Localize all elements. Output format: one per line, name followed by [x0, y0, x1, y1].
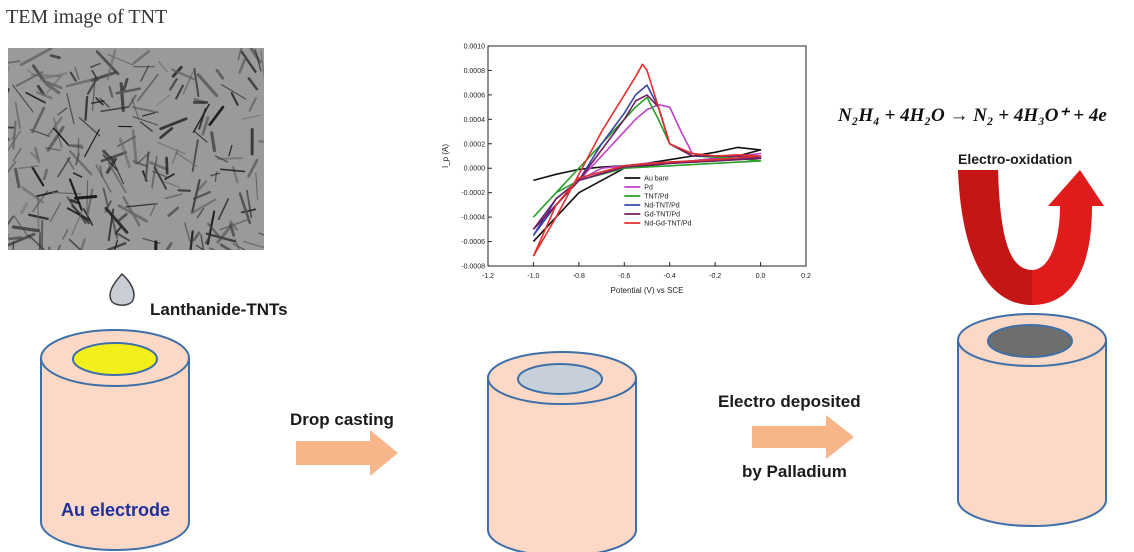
by-palladium-label: by Palladium	[742, 462, 847, 481]
y-tick-label: 0.0006	[464, 92, 486, 99]
electro-oxidation-arrow	[958, 170, 1104, 305]
y-tick-label: -0.0006	[461, 239, 485, 246]
y-tick-label: 0.0000	[464, 166, 486, 173]
y-tick-label: -0.0008	[461, 264, 485, 271]
drop-casting-arrow	[296, 430, 398, 476]
x-tick-label: 0.2	[801, 273, 811, 280]
reaction-equation: N₂H₄ + 4H₂O → N₂ + 4H₃O⁺ + 4e	[838, 105, 1107, 126]
tem-image-title: TEM image of TNT	[6, 6, 168, 28]
x-tick-label: -1.0	[527, 273, 539, 280]
x-axis-label: Potential (V) vs SCE	[611, 286, 684, 295]
y-tick-label: 0.0010	[464, 44, 486, 51]
tem-micrograph-image	[8, 48, 264, 250]
modified-electrode-cylinder	[487, 351, 637, 552]
y-tick-label: 0.0004	[464, 117, 486, 124]
legend-entry: Pd	[644, 185, 653, 192]
x-tick-label: 0.0	[756, 273, 766, 280]
cv-chart: -1.2 -1.0 -0.8 -0.6 -0.4 -0.2 0.0 0.2 -0.0008 -0.…	[441, 44, 811, 296]
electro-deposition-arrow	[752, 415, 854, 459]
tnt-coated-surface	[517, 363, 603, 395]
legend-entry: TNT/Pd	[644, 194, 668, 201]
x-tick-label: -0.6	[618, 273, 630, 280]
y-tick-label: 0.0002	[464, 141, 486, 148]
series-line	[532, 94, 762, 230]
electro-deposited-label: Electro deposited	[718, 392, 861, 411]
x-tick-label: -0.4	[664, 273, 676, 280]
palladium-surface	[987, 324, 1073, 358]
y-tick-label: 0.0008	[464, 68, 486, 75]
legend-entry: Nd-TNT/Pd	[644, 203, 680, 210]
au-electrode-label: Au electrode	[61, 500, 171, 520]
y-axis-label: I_p (A)	[441, 144, 450, 168]
series-line	[532, 63, 762, 257]
x-tick-label: -1.2	[482, 273, 494, 280]
x-tick-label: -0.2	[709, 273, 721, 280]
drop-casting-label: Drop casting	[290, 410, 394, 429]
legend-entry: Au bare	[644, 176, 669, 183]
plot-frame	[487, 45, 807, 267]
lanthanide-tnt-layer	[72, 342, 158, 376]
palladium-electrode-cylinder	[957, 313, 1107, 527]
y-tick-label: -0.0002	[461, 190, 485, 197]
y-tick-label: -0.0004	[461, 215, 485, 222]
droplet-icon	[109, 272, 135, 306]
x-tick-label: -0.8	[573, 273, 585, 280]
legend-entry: Gd-TNT/Pd	[644, 212, 680, 219]
legend-entry: Nd-Gd-TNT/Pd	[644, 221, 691, 228]
electro-oxidation-label: Electro-oxidation	[958, 151, 1073, 167]
au-electrode-cylinder	[40, 329, 190, 551]
lanthanide-tnts-label: Lanthanide-TNTs	[150, 300, 288, 319]
